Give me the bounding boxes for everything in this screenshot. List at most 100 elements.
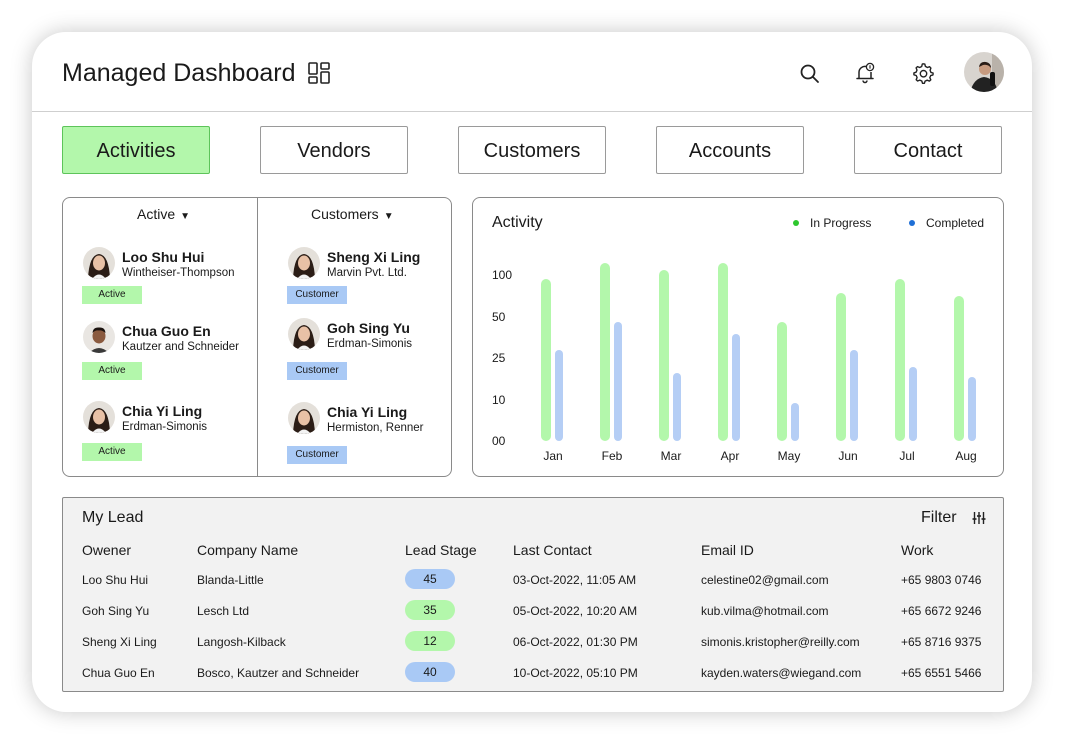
table-cell-owner: Loo Shu Hui — [82, 573, 149, 587]
user-avatar[interactable] — [964, 52, 1004, 92]
activity-chart: Activity In Progress Completed 100 50 25 10… — [472, 197, 1004, 477]
contact-avatar — [83, 321, 115, 353]
table-cell-owner: Goh Sing Yu — [82, 604, 150, 618]
tab-customers[interactable]: Customers — [458, 126, 606, 174]
bar-completed-apr[interactable] — [732, 333, 740, 441]
y-tick-label: 25 — [492, 351, 506, 365]
bar-completed-jan[interactable] — [555, 350, 563, 441]
contact-name: Goh Sing Yu — [327, 320, 410, 336]
caret-down-icon: ▼ — [180, 211, 191, 222]
x-tick-label: Feb — [601, 449, 623, 463]
bar-in-progress-may[interactable] — [777, 322, 787, 441]
y-tick-label: 10 — [492, 392, 506, 407]
col-work-header[interactable]: Work — [901, 542, 934, 558]
page-title: Managed Dashboard — [62, 59, 296, 87]
status-dropdown[interactable]: Active ▼ — [137, 206, 190, 222]
table-cell-company: Bosco, Kautzer and Schneider — [197, 666, 360, 680]
customer-badge: Customer — [287, 286, 347, 304]
x-tick-label: Jun — [838, 449, 858, 463]
lead-title: My Lead — [82, 509, 144, 526]
y-tick-label: 100 — [492, 268, 513, 282]
col-lead-stage-header[interactable]: Lead Stage — [405, 542, 477, 558]
table-cell-company: Langosh-Kilback — [197, 635, 286, 649]
table-cell-email[interactable]: simonis.kristopher@reilly.com — [701, 635, 860, 649]
tab-contact[interactable]: Contact — [854, 126, 1002, 174]
bar-in-progress-jul[interactable] — [895, 279, 905, 441]
contact-avatar — [83, 247, 115, 279]
contact-company: Marvin Pvt. Ltd. — [327, 267, 407, 279]
my-lead-table: My Lead Filter Owener Company Name Lead St… — [62, 497, 1004, 692]
tab-accounts[interactable]: Accounts — [656, 126, 804, 174]
contact-avatar — [83, 401, 115, 433]
bar-completed-feb[interactable] — [614, 322, 622, 441]
table-cell-email[interactable]: celestine02@gmail.com — [701, 573, 829, 587]
table-cell-owner: Chua Guo En — [82, 666, 155, 680]
col-email-id-header[interactable]: Email ID — [701, 542, 754, 558]
filter-sliders-icon[interactable] — [972, 511, 986, 525]
bar-in-progress-jun[interactable] — [836, 292, 846, 441]
contact-name: Chua Guo En — [122, 323, 211, 339]
y-tick-label: 00 — [492, 434, 506, 448]
filter-button[interactable]: Filter — [921, 509, 957, 526]
col-last-contact-header[interactable]: Last Contact — [513, 542, 592, 558]
bar-in-progress-aug[interactable] — [954, 295, 964, 441]
column-divider — [257, 198, 258, 476]
legend-label: Completed — [926, 216, 985, 230]
contact-company: Hermiston, Renner — [327, 422, 424, 434]
people-panel: Active ▼ Customers ▼ Loo Shu Hui Wintheise… — [62, 197, 452, 477]
table-cell-email[interactable]: kub.vilma@hotmail.com — [701, 604, 829, 618]
lead-stage-pill: 12 — [405, 631, 455, 651]
col-owner-header[interactable]: Owener — [82, 542, 132, 558]
bar-completed-jul[interactable] — [909, 366, 917, 441]
bar-completed-mar[interactable] — [673, 373, 681, 441]
table-cell-email[interactable]: kayden.waters@wiegand.com — [701, 666, 862, 680]
chart-title: Activity — [492, 214, 543, 231]
header-bar: Managed Dashboard — [32, 32, 1032, 112]
contact-name: Chia Yi Ling — [122, 403, 203, 419]
tab-activities[interactable]: Activities — [62, 126, 210, 174]
tab-vendors[interactable]: Vendors — [260, 126, 408, 174]
lead-stage-pill: 40 — [405, 662, 455, 682]
legend-label: In Progress — [810, 216, 872, 230]
lead-stage-pill: 45 — [405, 569, 455, 589]
x-tick-label: Jan — [543, 449, 563, 463]
status-badge: Active — [82, 286, 142, 304]
search-icon[interactable] — [798, 62, 820, 84]
status-badge: Active — [82, 443, 142, 461]
x-tick-label: Mar — [660, 449, 682, 463]
contact-avatar — [288, 402, 320, 434]
notification-bell-icon[interactable] — [854, 62, 876, 84]
bar-completed-aug[interactable] — [968, 376, 976, 441]
bar-in-progress-feb[interactable] — [600, 263, 610, 441]
customer-badge: Customer — [287, 362, 347, 380]
contact-company: Erdman-Simonis — [327, 338, 412, 350]
type-dropdown[interactable]: Customers ▼ — [311, 206, 394, 222]
caret-down-icon: ▼ — [383, 211, 394, 222]
col-company-name-header[interactable]: Company Name — [197, 542, 299, 558]
bar-completed-jun[interactable] — [850, 350, 858, 441]
settings-gear-icon[interactable] — [912, 62, 934, 84]
contact-name: Chia Yi Ling — [327, 404, 408, 420]
bar-in-progress-mar[interactable] — [659, 269, 669, 441]
table-cell-last-contact: 06-Oct-2022, 01:30 PM — [513, 635, 638, 649]
status-badge: Active — [82, 362, 142, 380]
dashboard-card: Managed Dashboard — [32, 32, 1032, 712]
table-cell-last-contact: 05-Oct-2022, 10:20 AM — [513, 604, 638, 618]
bar-completed-may[interactable] — [791, 403, 799, 441]
bar-in-progress-apr[interactable] — [718, 263, 728, 441]
x-tick-label: Aug — [955, 449, 977, 463]
table-cell-last-contact: 10-Oct-2022, 05:10 PM — [513, 666, 638, 680]
legend-dot — [793, 219, 799, 226]
bar-in-progress-jan[interactable] — [541, 279, 551, 441]
table-cell-last-contact: 03-Oct-2022, 11:05 AM — [513, 573, 637, 587]
table-cell-company: Lesch Ltd — [197, 604, 250, 618]
layout-grid-icon[interactable] — [308, 62, 330, 84]
contact-avatar — [288, 318, 320, 350]
x-tick-label: Apr — [720, 449, 740, 463]
y-tick-label: 50 — [492, 309, 506, 324]
lead-stage-pill: 35 — [405, 600, 455, 620]
legend-in-progress: In Progress — [793, 216, 871, 230]
x-tick-label: May — [777, 449, 801, 463]
status-dropdown-label: Active — [137, 206, 176, 222]
table-cell-work: +65 6551 5466 — [901, 666, 982, 680]
